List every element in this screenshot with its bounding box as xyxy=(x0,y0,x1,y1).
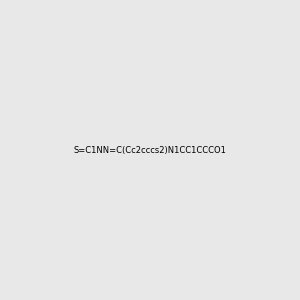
Text: S=C1NN=C(Cc2cccs2)N1CC1CCCO1: S=C1NN=C(Cc2cccs2)N1CC1CCCO1 xyxy=(74,146,226,154)
